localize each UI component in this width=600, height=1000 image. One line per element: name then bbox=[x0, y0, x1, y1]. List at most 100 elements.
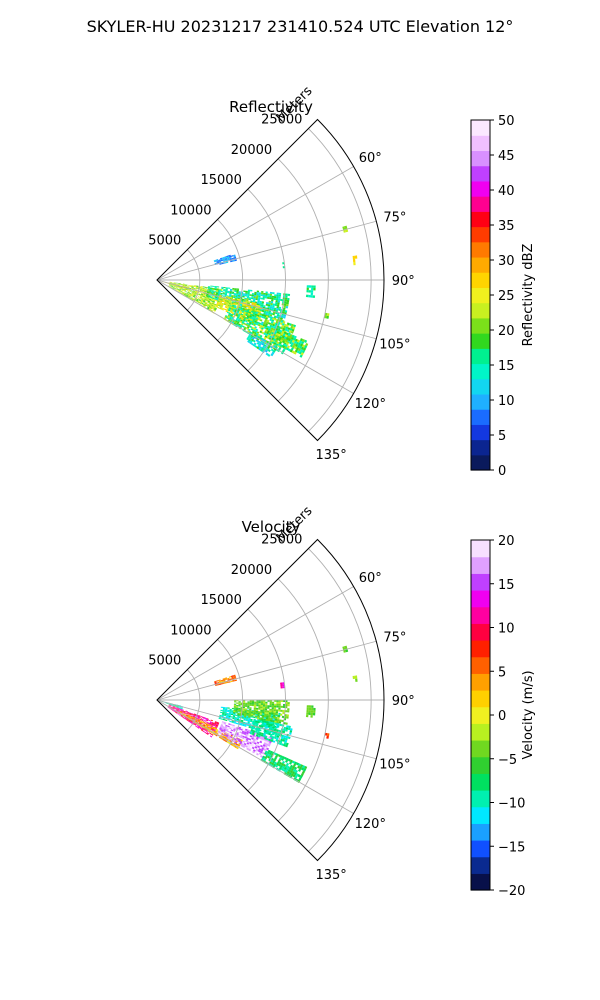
echo-cell bbox=[182, 284, 185, 286]
echo-cell bbox=[171, 705, 174, 707]
echo-cell bbox=[211, 308, 215, 310]
echo-cell bbox=[256, 704, 259, 707]
echo-cell bbox=[278, 347, 282, 351]
echo-cell bbox=[248, 338, 251, 342]
echo-cell bbox=[280, 298, 283, 302]
echo-cell bbox=[235, 711, 238, 713]
echo-cell bbox=[219, 727, 222, 730]
echo-cell bbox=[253, 706, 257, 708]
echo-cell bbox=[259, 731, 262, 735]
echo-cell bbox=[168, 285, 171, 287]
colorbar-swatch bbox=[471, 150, 490, 167]
echo-cell bbox=[297, 344, 300, 348]
echo-cell bbox=[247, 707, 250, 709]
echo-cell bbox=[245, 733, 249, 736]
echo-cell bbox=[258, 322, 262, 325]
echo-cell bbox=[280, 700, 284, 702]
echo-cell bbox=[175, 286, 178, 288]
echo-cell bbox=[207, 296, 211, 298]
echo-cell bbox=[232, 260, 235, 262]
echo-cell bbox=[221, 680, 224, 683]
echo-cell bbox=[193, 293, 197, 296]
echo-cell bbox=[269, 750, 273, 754]
echo-cell bbox=[198, 719, 201, 721]
echo-cell bbox=[250, 289, 253, 292]
echo-cell bbox=[214, 262, 217, 265]
echo-cell bbox=[186, 718, 189, 721]
echo-cell bbox=[275, 339, 278, 343]
echo-cell bbox=[206, 304, 209, 306]
echo-cell bbox=[242, 314, 246, 317]
echo-cell bbox=[274, 700, 277, 702]
echo-cell bbox=[212, 285, 215, 287]
echo-cell bbox=[247, 330, 250, 333]
echo-cell bbox=[215, 305, 218, 308]
echo-cell bbox=[246, 742, 250, 745]
echo-cell bbox=[214, 731, 217, 734]
echo-cell bbox=[266, 747, 269, 751]
echo-cell bbox=[165, 282, 168, 284]
echo-cell bbox=[261, 338, 265, 342]
echo-cell bbox=[252, 312, 256, 316]
echo-cell bbox=[265, 312, 268, 316]
echo-cell bbox=[271, 701, 275, 704]
echo-cell bbox=[311, 705, 314, 708]
echo-cell bbox=[228, 307, 232, 310]
echo-cell bbox=[237, 310, 240, 313]
echo-cell bbox=[250, 714, 253, 717]
echo-cell bbox=[257, 749, 261, 753]
echo-cell bbox=[190, 296, 193, 298]
echo-cell bbox=[230, 729, 234, 732]
colorbar-swatch bbox=[471, 135, 490, 152]
echo-cell bbox=[206, 727, 209, 730]
echo-cell bbox=[283, 726, 287, 730]
echo-cell bbox=[207, 306, 210, 309]
echo-cell bbox=[245, 740, 248, 743]
echo-cell bbox=[247, 295, 250, 298]
echo-cell bbox=[194, 291, 197, 293]
echo-cell bbox=[275, 343, 279, 347]
echo-cell bbox=[209, 290, 212, 292]
echo-cell bbox=[263, 742, 267, 745]
echo-cell bbox=[292, 774, 296, 778]
echo-cell bbox=[248, 321, 252, 325]
echo-cell bbox=[199, 726, 202, 729]
echo-cell bbox=[274, 336, 277, 340]
echo-cell bbox=[241, 712, 245, 714]
echo-cell bbox=[174, 705, 177, 707]
echo-cell bbox=[286, 335, 290, 339]
echo-cell bbox=[182, 285, 185, 287]
echo-cell bbox=[248, 726, 251, 729]
echo-cell bbox=[179, 287, 183, 289]
echo-cell bbox=[251, 338, 254, 342]
echo-cell bbox=[206, 307, 210, 310]
echo-cell bbox=[235, 707, 239, 709]
echo-cell bbox=[254, 302, 257, 305]
echo-cell bbox=[256, 295, 259, 298]
echo-cell bbox=[204, 302, 207, 305]
echo-cell bbox=[279, 329, 283, 333]
echo-cell bbox=[252, 734, 255, 737]
echo-cell bbox=[286, 322, 290, 326]
echo-cell bbox=[306, 709, 309, 713]
echo-cell bbox=[250, 342, 254, 346]
echo-cell bbox=[282, 705, 286, 709]
echo-cell bbox=[193, 285, 197, 287]
colorbar-swatch bbox=[471, 454, 490, 471]
echo-cell bbox=[266, 321, 269, 324]
echo-cell bbox=[229, 300, 232, 303]
echo-cell bbox=[288, 330, 292, 333]
echo-cell bbox=[244, 310, 247, 313]
echo-cell bbox=[289, 730, 293, 733]
echo-cell bbox=[211, 303, 214, 306]
echo-cell bbox=[268, 738, 272, 742]
echo-cell bbox=[176, 289, 179, 292]
echo-cell bbox=[186, 289, 189, 291]
echo-cell bbox=[219, 301, 223, 303]
echo-cell bbox=[204, 289, 207, 291]
echo-cell bbox=[250, 336, 253, 339]
echo-cell bbox=[202, 290, 205, 292]
echo-cell bbox=[214, 681, 217, 684]
echo-cell bbox=[253, 327, 257, 331]
echo-cell bbox=[201, 718, 204, 721]
